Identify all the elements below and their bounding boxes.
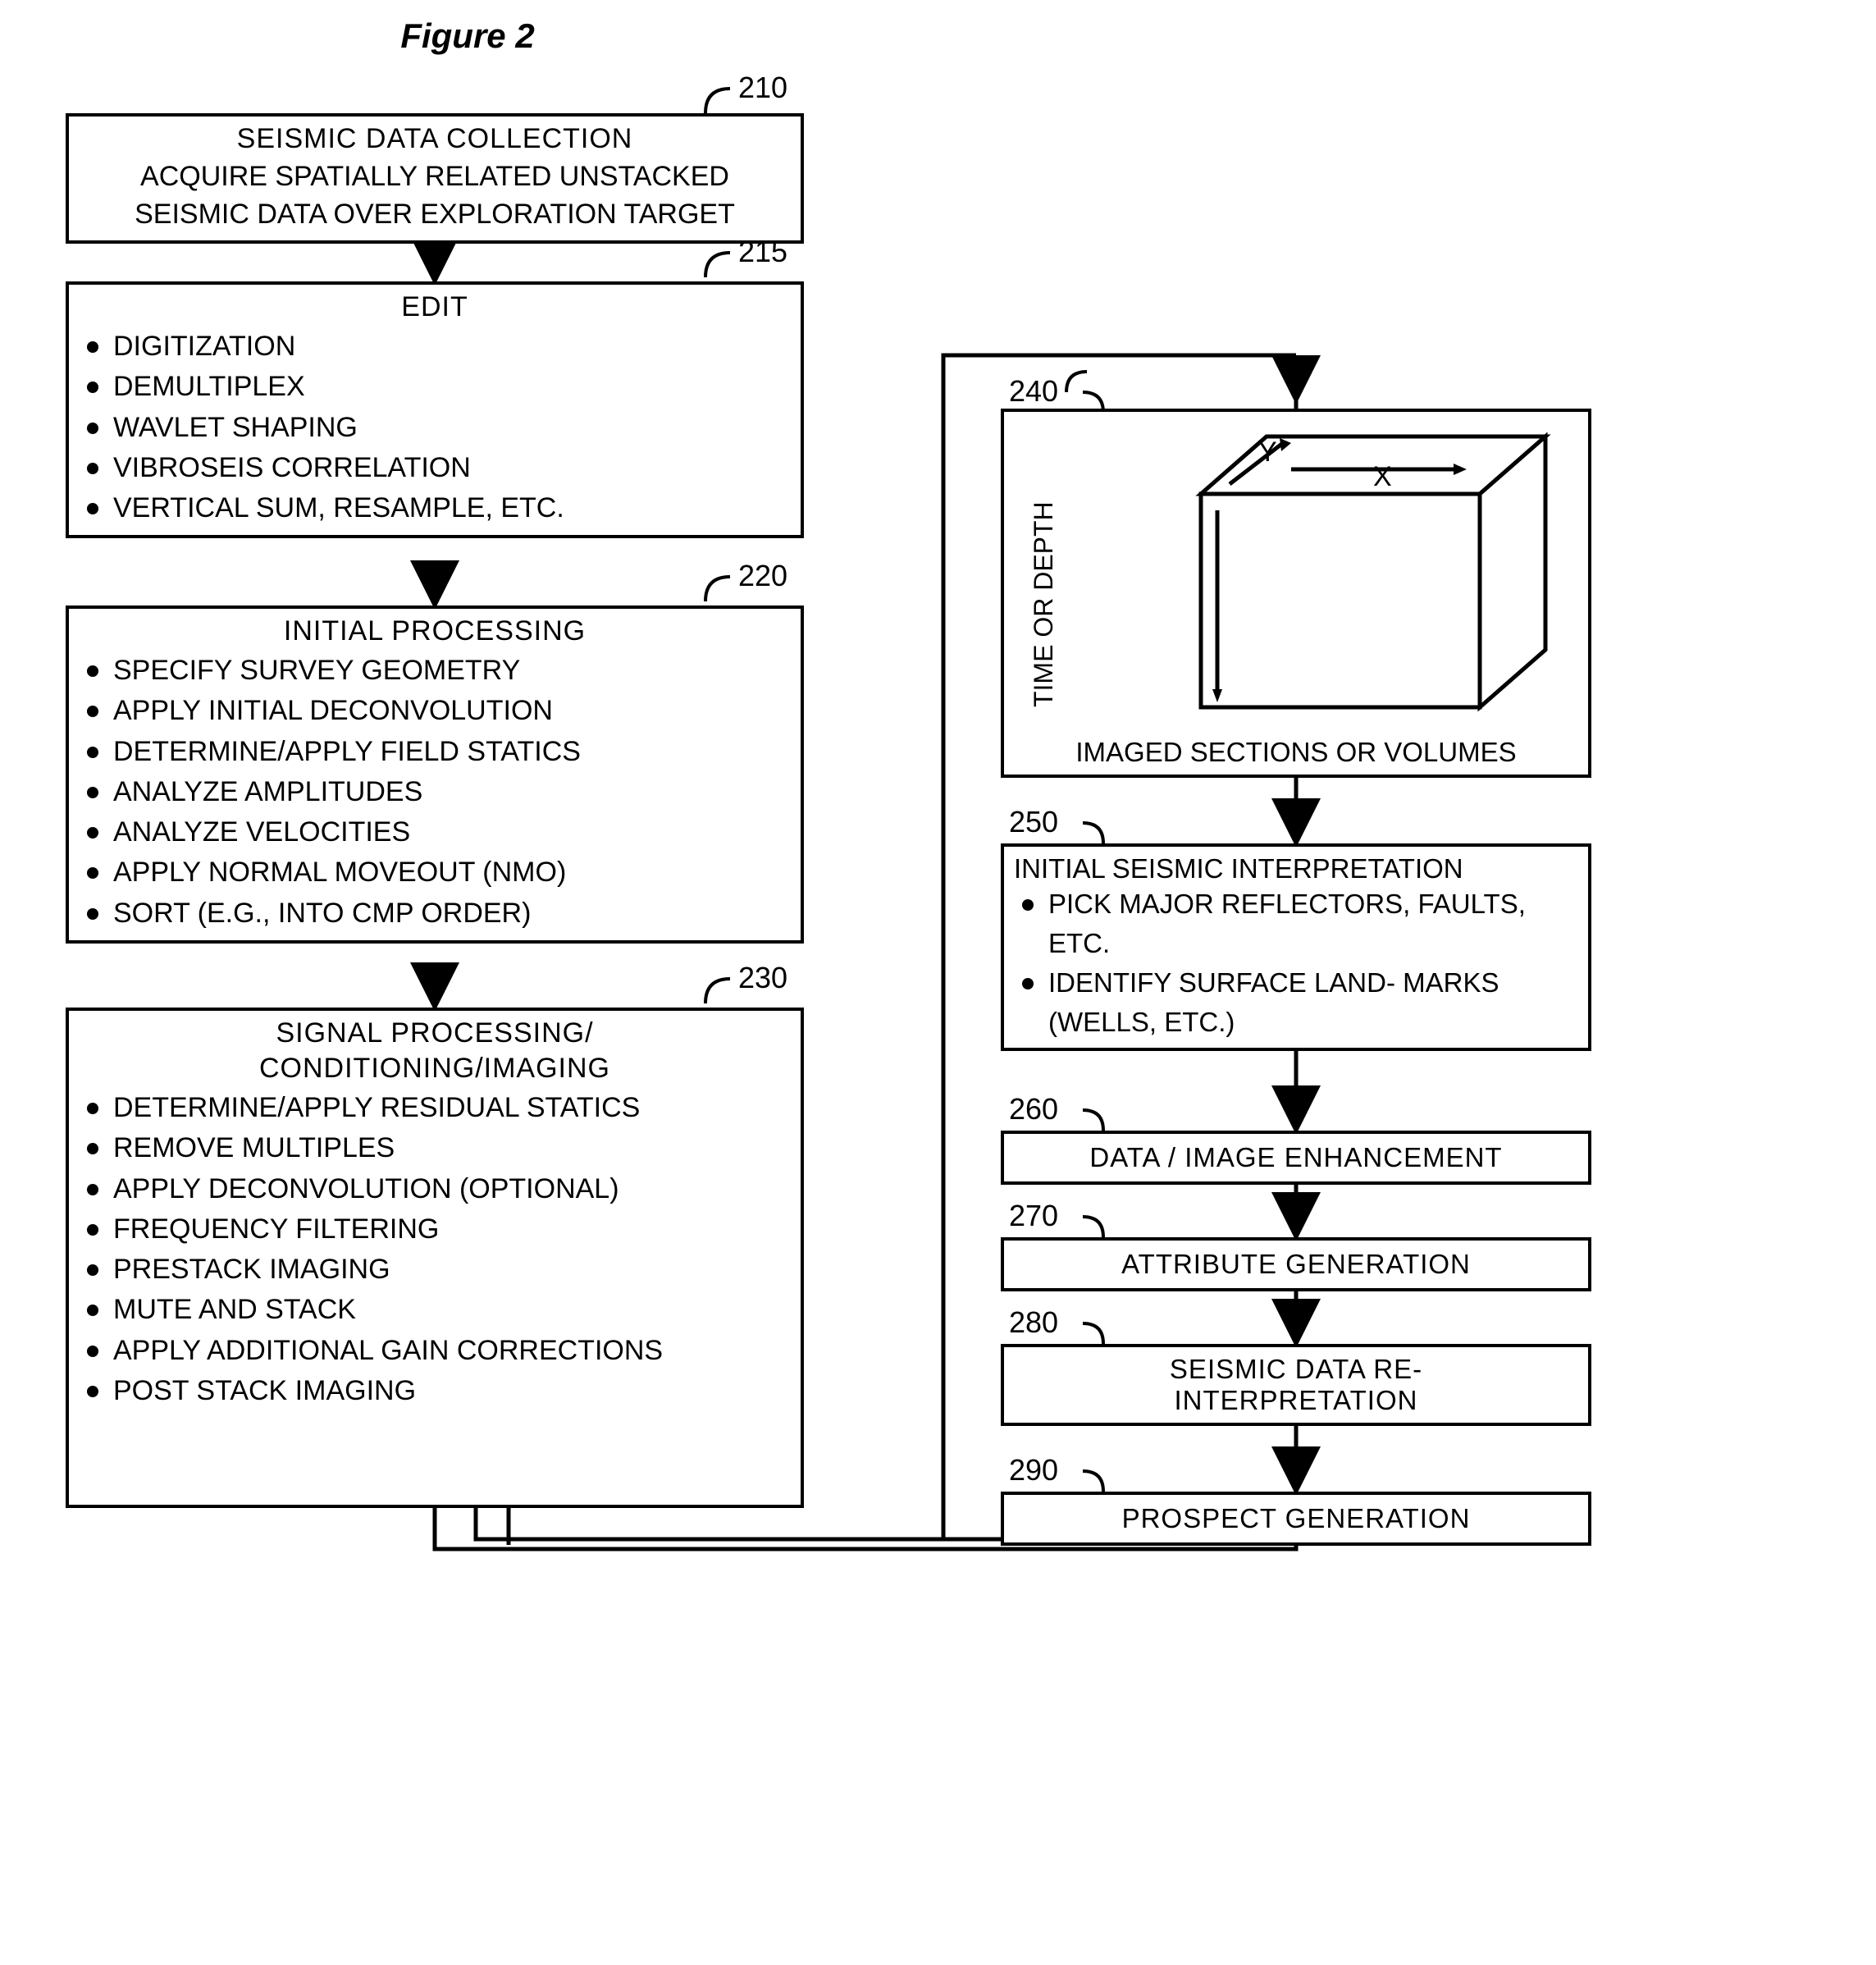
box-280: SEISMIC DATA RE- INTERPRETATION [1001, 1344, 1591, 1426]
list-item: VIBROSEIS CORRELATION [79, 448, 791, 488]
ref-250: 250 [1009, 805, 1058, 839]
box-215-items: DIGITIZATION DEMULTIPLEX WAVLET SHAPING … [79, 327, 791, 528]
list-item: SORT (E.G., INTO CMP ORDER) [79, 893, 791, 934]
box-290: PROSPECT GENERATION [1001, 1492, 1591, 1546]
box-270-title: ATTRIBUTE GENERATION [1012, 1249, 1580, 1280]
ref-240: 240 [1009, 374, 1058, 409]
flowchart-diagram: 210 SEISMIC DATA COLLECTION ACQUIRE SPAT… [16, 64, 1821, 1935]
box-215-title: EDIT [79, 291, 791, 323]
list-item: VERTICAL SUM, RESAMPLE, ETC. [79, 488, 791, 528]
box-250-items: PICK MAJOR REFLECTORS, FAULTS, ETC. IDEN… [1014, 884, 1578, 1041]
list-item: REMOVE MULTIPLES [79, 1128, 791, 1168]
list-item: ANALYZE AMPLITUDES [79, 772, 791, 812]
ref-280: 280 [1009, 1305, 1058, 1340]
list-item: WAVLET SHAPING [79, 408, 791, 448]
y-axis-label: Y [1258, 436, 1277, 468]
list-item: DETERMINE/APPLY RESIDUAL STATICS [79, 1088, 791, 1128]
ref-220: 220 [738, 559, 787, 593]
box-210: SEISMIC DATA COLLECTION ACQUIRE SPATIALL… [66, 113, 804, 244]
list-item: PICK MAJOR REFLECTORS, FAULTS, ETC. [1014, 884, 1578, 963]
box-220: INITIAL PROCESSING SPECIFY SURVEY GEOMET… [66, 605, 804, 944]
list-item: ANALYZE VELOCITIES [79, 812, 791, 852]
list-item: PRESTACK IMAGING [79, 1250, 791, 1290]
box-215: EDIT DIGITIZATION DEMULTIPLEX WAVLET SHA… [66, 281, 804, 538]
box-290-title: PROSPECT GENERATION [1012, 1503, 1580, 1534]
list-item: FREQUENCY FILTERING [79, 1209, 791, 1250]
box-270: ATTRIBUTE GENERATION [1001, 1237, 1591, 1291]
box-240-caption: IMAGED SECTIONS OR VOLUMES [1004, 737, 1588, 768]
list-item: POST STACK IMAGING [79, 1371, 791, 1411]
depth-axis-label: TIME OR DEPTH [1029, 501, 1059, 707]
list-item: DIGITIZATION [79, 327, 791, 367]
box-230: SIGNAL PROCESSING/ CONDITIONING/IMAGING … [66, 1008, 804, 1508]
list-item: APPLY DECONVOLUTION (OPTIONAL) [79, 1169, 791, 1209]
box-250-title: INITIAL SEISMIC INTERPRETATION [1014, 853, 1578, 884]
box-260-title: DATA / IMAGE ENHANCEMENT [1012, 1142, 1580, 1173]
box-210-line1: ACQUIRE SPATIALLY RELATED UNSTACKED [79, 158, 791, 196]
box-220-title: INITIAL PROCESSING [79, 615, 791, 647]
box-210-line2: SEISMIC DATA OVER EXPLORATION TARGET [79, 196, 791, 234]
list-item: DEMULTIPLEX [79, 367, 791, 407]
ref-215: 215 [738, 235, 787, 269]
list-item: IDENTIFY SURFACE LAND- MARKS (WELLS, ETC… [1014, 963, 1578, 1042]
box-260: DATA / IMAGE ENHANCEMENT [1001, 1131, 1591, 1185]
ref-290: 290 [1009, 1453, 1058, 1487]
box-240: TIME OR DEPTH Y X IMAGED SECTIONS OR VOL… [1001, 409, 1591, 778]
list-item: APPLY NORMAL MOVEOUT (NMO) [79, 852, 791, 893]
list-item: DETERMINE/APPLY FIELD STATICS [79, 732, 791, 772]
list-item: APPLY INITIAL DECONVOLUTION [79, 691, 791, 731]
box-210-title: SEISMIC DATA COLLECTION [79, 123, 791, 155]
box-280-title1: SEISMIC DATA RE- [1011, 1354, 1582, 1385]
list-item: SPECIFY SURVEY GEOMETRY [79, 651, 791, 691]
list-item: MUTE AND STACK [79, 1290, 791, 1330]
box-220-items: SPECIFY SURVEY GEOMETRY APPLY INITIAL DE… [79, 651, 791, 934]
cube-icon [1012, 420, 1586, 732]
ref-260: 260 [1009, 1092, 1058, 1126]
box-230-title1: SIGNAL PROCESSING/ [79, 1017, 791, 1049]
figure-title: Figure 2 [66, 16, 870, 56]
box-230-title2: CONDITIONING/IMAGING [79, 1053, 791, 1085]
ref-270: 270 [1009, 1199, 1058, 1233]
box-250: INITIAL SEISMIC INTERPRETATION PICK MAJO… [1001, 843, 1591, 1051]
list-item: APPLY ADDITIONAL GAIN CORRECTIONS [79, 1331, 791, 1371]
ref-210: 210 [738, 71, 787, 105]
x-axis-label: X [1373, 461, 1392, 493]
box-230-items: DETERMINE/APPLY RESIDUAL STATICS REMOVE … [79, 1088, 791, 1411]
ref-230: 230 [738, 961, 787, 995]
box-280-title2: INTERPRETATION [1011, 1385, 1582, 1416]
